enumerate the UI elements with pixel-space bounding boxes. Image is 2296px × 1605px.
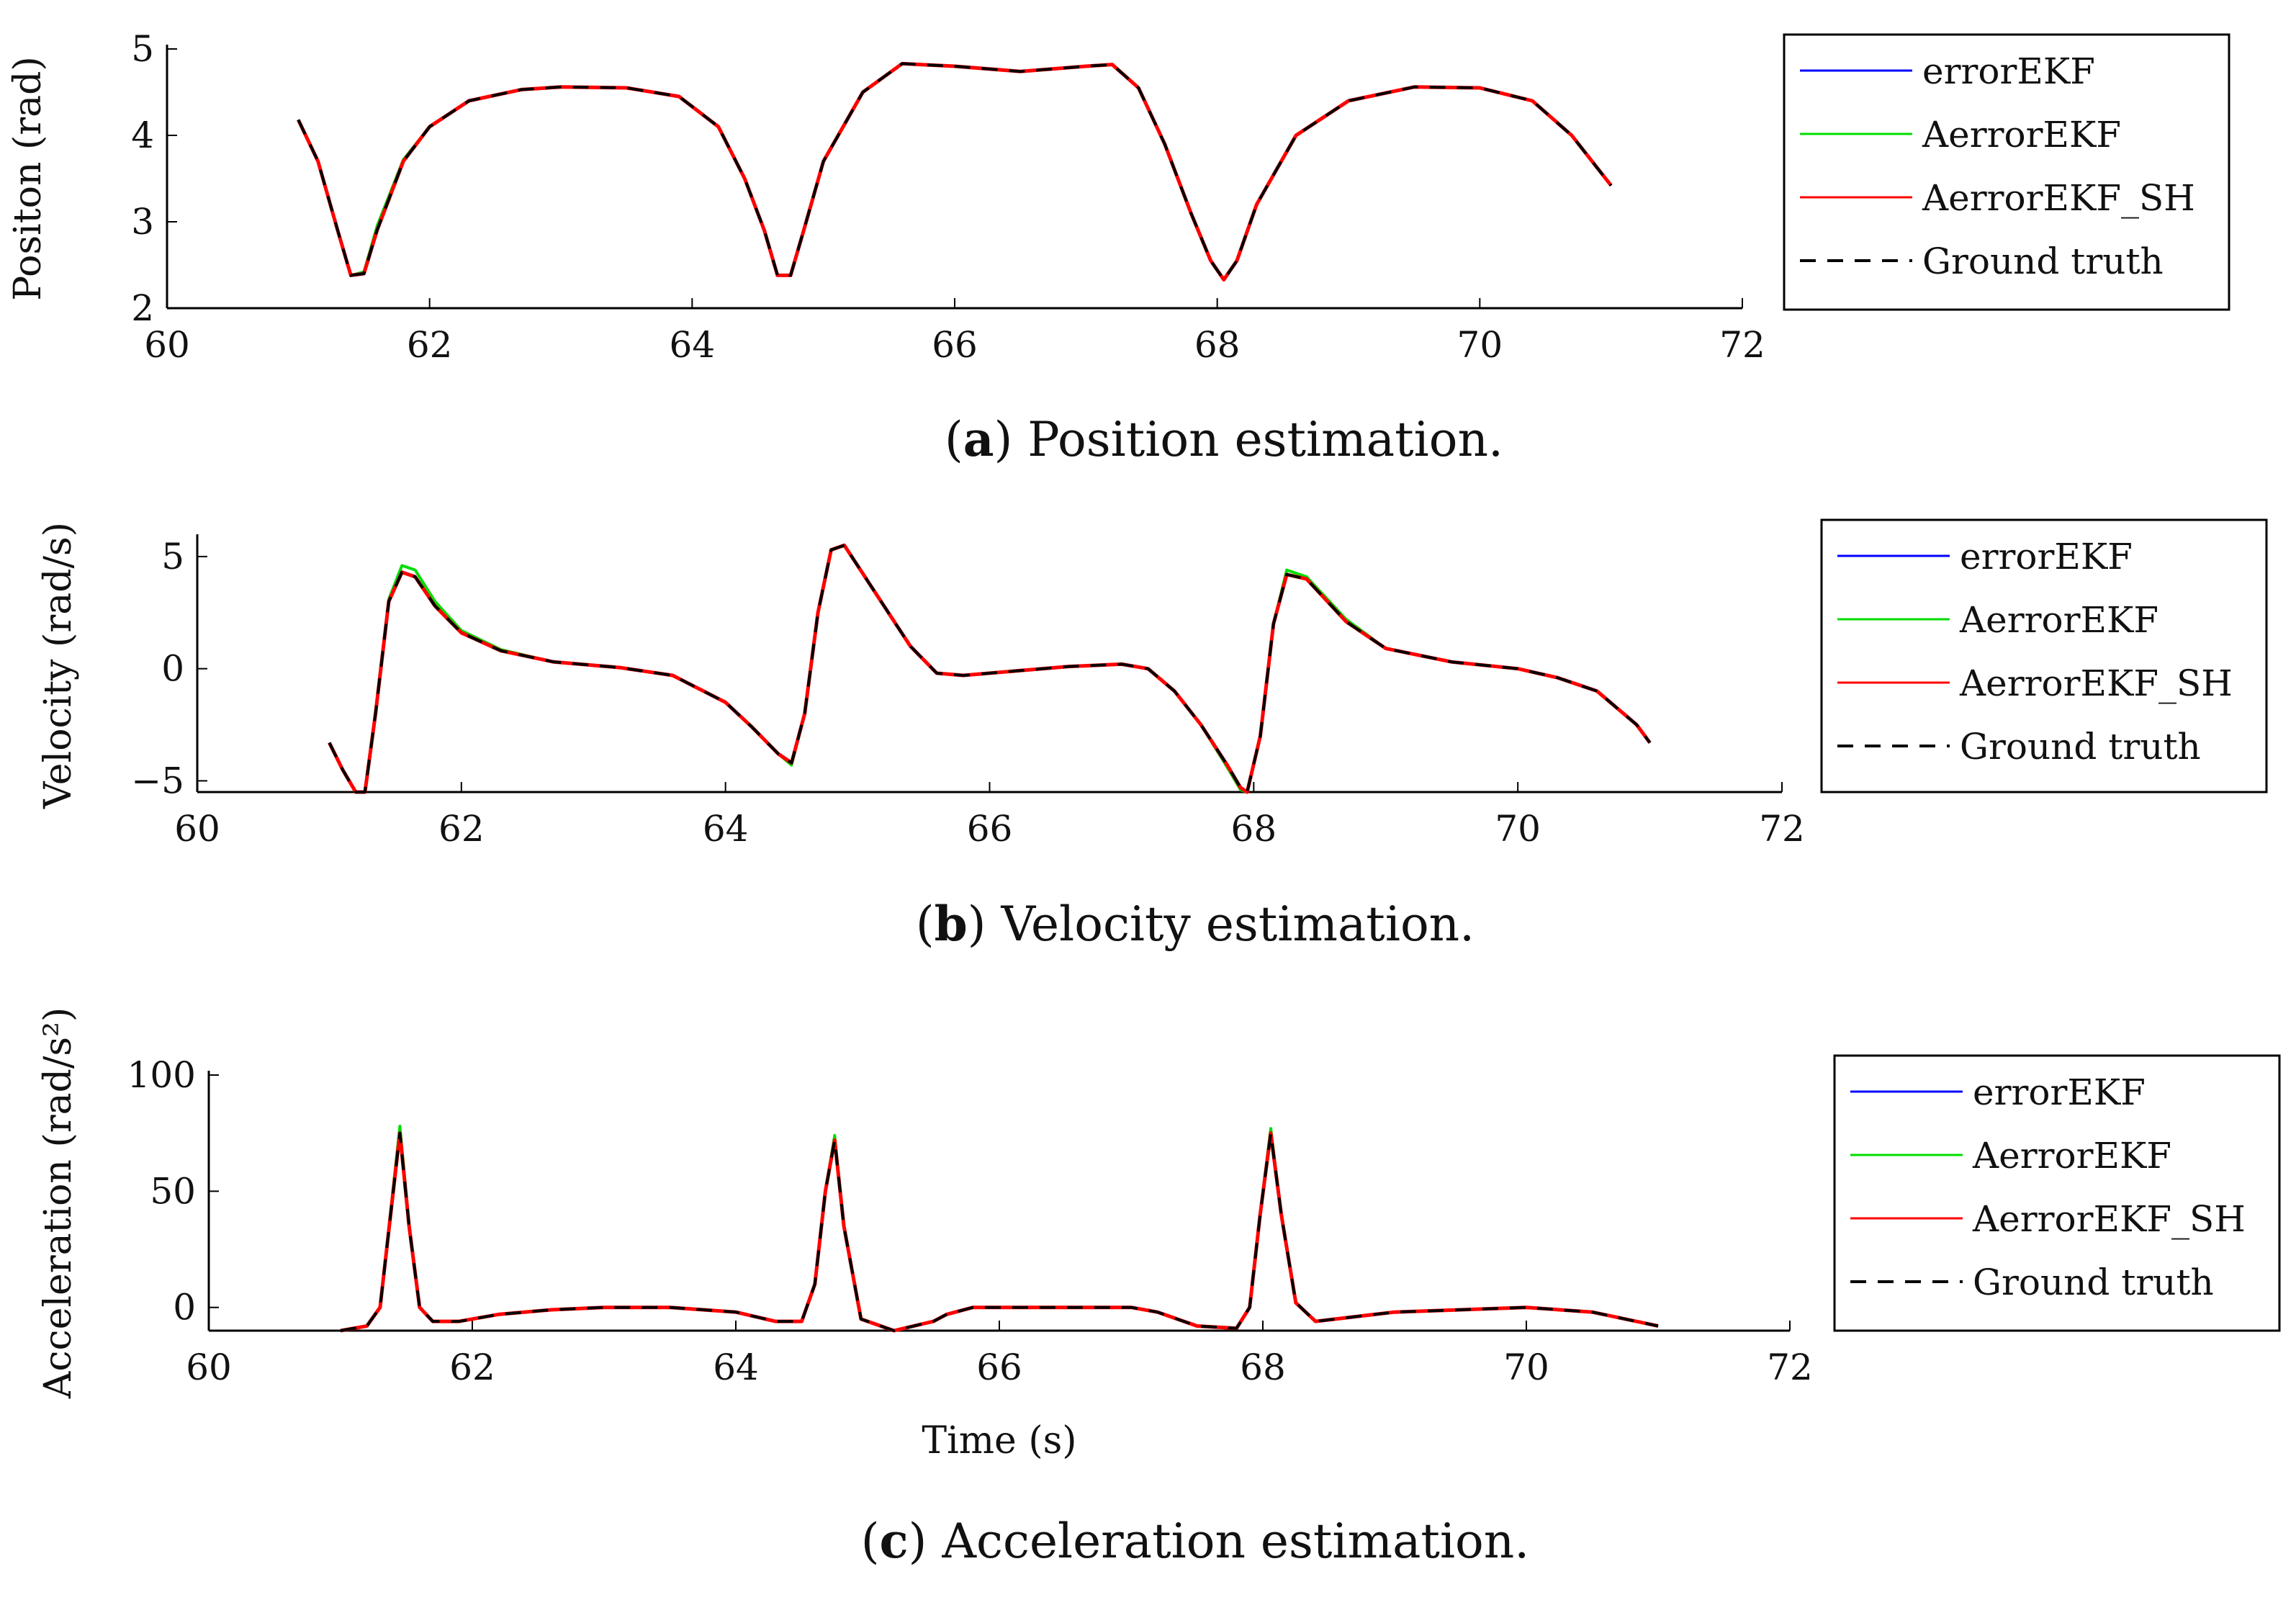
legend: errorEKF AerrorEKF AerrorEKF_SH Ground trut… bbox=[1783, 33, 2230, 311]
x-tick-label: 60 bbox=[186, 1347, 232, 1388]
y-tick-label: 0 bbox=[161, 648, 184, 690]
legend: errorEKF AerrorEKF AerrorEKF_SH Ground trut… bbox=[1820, 518, 2268, 793]
legend-label: Ground truth bbox=[1973, 1262, 2214, 1303]
x-tick-label: 66 bbox=[967, 808, 1013, 850]
legend-label: AerrorEKF_SH bbox=[1972, 1198, 2246, 1240]
legend-box bbox=[1833, 1054, 2281, 1332]
x-tick-label: 72 bbox=[1759, 808, 1805, 850]
y-tick-label: 5 bbox=[131, 28, 154, 70]
caption-label: a bbox=[963, 411, 994, 467]
series-line-aerrorekf bbox=[340, 1125, 1659, 1332]
y-axis-label: Positon (rad) bbox=[6, 56, 50, 300]
series-line-aerrorekf-sh bbox=[340, 1131, 1659, 1333]
y-tick-label: 100 bbox=[127, 1054, 196, 1096]
y-axis-label: Acceleration (rad/s²) bbox=[37, 1007, 80, 1399]
legend-box bbox=[1783, 33, 2230, 311]
caption-text: ) Position estimation. bbox=[994, 412, 1503, 467]
series-line-ground-truth bbox=[297, 62, 1613, 282]
legend-label: AerrorEKF bbox=[1922, 114, 2121, 156]
legend-label: AerrorEKF_SH bbox=[1922, 177, 2195, 219]
y-tick-label: 4 bbox=[131, 114, 154, 156]
x-tick-label: 62 bbox=[407, 324, 453, 366]
series-line-errorekf bbox=[340, 1131, 1659, 1332]
legend-label: errorEKF bbox=[1973, 1071, 2146, 1113]
legend-label: errorEKF bbox=[1922, 50, 2095, 92]
y-tick-label: 0 bbox=[173, 1287, 196, 1328]
x-tick-label: 66 bbox=[976, 1347, 1022, 1388]
x-tick-label: 60 bbox=[174, 808, 220, 850]
chart-panel-a: 60 62 64 66 68 70 72 2 3 4 5 Positon (rad) errorEKF A… bbox=[6, 28, 2230, 467]
y-axis-label: Velocity (rad/s) bbox=[37, 522, 80, 809]
caption-open: ( bbox=[916, 896, 935, 952]
caption-open: ( bbox=[861, 1514, 880, 1569]
x-tick-label: 70 bbox=[1503, 1347, 1549, 1388]
y-tick-label: 2 bbox=[131, 287, 154, 329]
x-tick-label: 64 bbox=[703, 808, 749, 850]
legend-label: Ground truth bbox=[1960, 726, 2201, 768]
caption-label: c bbox=[879, 1513, 908, 1569]
x-tick-label: 68 bbox=[1231, 808, 1277, 850]
y-tick-label: 5 bbox=[161, 536, 184, 577]
caption-label: b bbox=[935, 896, 968, 952]
caption: (a) Position estimation. bbox=[945, 411, 1503, 467]
series-line-aerrorekf-sh bbox=[328, 543, 1652, 794]
x-tick-label: 70 bbox=[1457, 324, 1503, 366]
x-tick-label: 68 bbox=[1240, 1347, 1286, 1388]
caption-text: ) Acceleration estimation. bbox=[909, 1514, 1530, 1569]
x-tick-label: 70 bbox=[1495, 808, 1541, 850]
series-line-aerrorekf bbox=[328, 544, 1652, 793]
x-tick-label: 72 bbox=[1767, 1347, 1813, 1388]
x-tick-label: 68 bbox=[1194, 324, 1241, 366]
series-line-ground-truth bbox=[340, 1131, 1659, 1332]
caption-text: ) Velocity estimation. bbox=[968, 896, 1475, 952]
x-tick-label: 64 bbox=[713, 1347, 759, 1388]
series-line-ground-truth bbox=[328, 544, 1652, 793]
chart-panel-c: 60 62 64 66 68 70 72 0 50 100 Acceleration (rad/s²… bbox=[37, 1007, 2281, 1569]
chart-panel-b: 60 62 64 66 68 70 72 −5 0 5 Velocity (rad/s) errorE… bbox=[37, 518, 2268, 952]
legend: errorEKF AerrorEKF AerrorEKF_SH Ground trut… bbox=[1833, 1054, 2281, 1332]
x-tick-label: 72 bbox=[1719, 324, 1765, 366]
x-tick-label: 66 bbox=[932, 324, 978, 366]
legend-label: AerrorEKF_SH bbox=[1959, 662, 2233, 704]
legend-label: Ground truth bbox=[1922, 240, 2164, 282]
y-tick-label: 3 bbox=[131, 201, 154, 243]
caption: (b) Velocity estimation. bbox=[916, 896, 1475, 952]
y-tick-label: −5 bbox=[131, 760, 184, 801]
caption-open: ( bbox=[945, 412, 963, 467]
caption: (c) Acceleration estimation. bbox=[861, 1513, 1530, 1569]
x-tick-label: 60 bbox=[144, 324, 190, 366]
legend-label: AerrorEKF bbox=[1972, 1135, 2171, 1177]
legend-label: AerrorEKF bbox=[1959, 599, 2158, 641]
series-line-errorekf bbox=[328, 544, 1652, 793]
x-tick-label: 62 bbox=[438, 808, 485, 850]
legend-label: errorEKF bbox=[1960, 536, 2133, 577]
y-tick-label: 50 bbox=[150, 1170, 196, 1212]
x-tick-label: 64 bbox=[670, 324, 716, 366]
x-tick-label: 62 bbox=[449, 1347, 495, 1388]
x-axis-label: Time (s) bbox=[922, 1419, 1076, 1462]
